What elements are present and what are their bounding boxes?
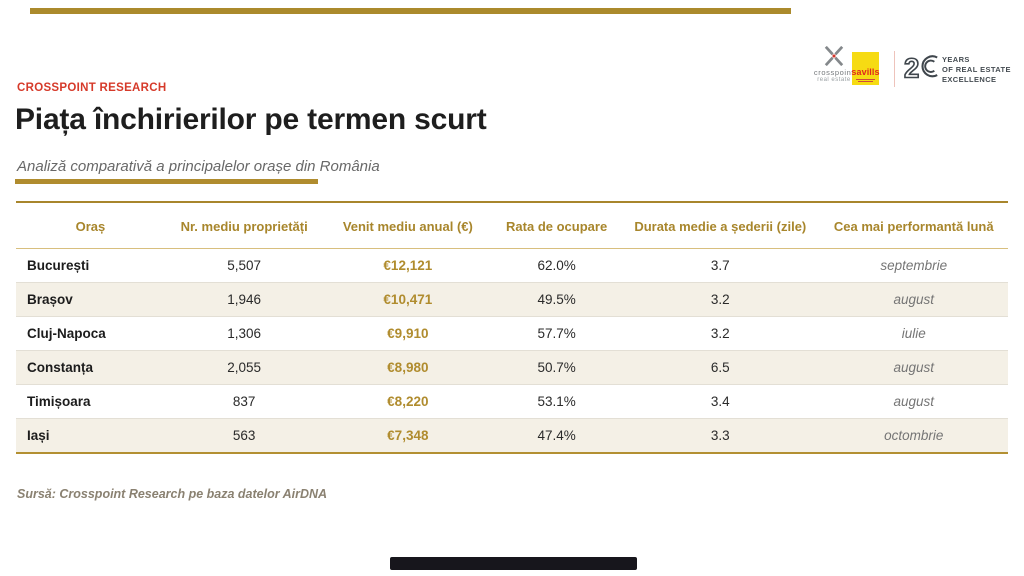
cell-properties: 563 xyxy=(232,428,256,443)
cell-properties: 837 xyxy=(232,394,256,409)
cell-occupancy: 57.7% xyxy=(537,326,576,341)
column-header-city: Oraș xyxy=(16,202,165,249)
page-subtitle: Analiză comparativă a principalelor oraș… xyxy=(17,158,380,175)
cell-occupancy: 62.0% xyxy=(537,258,576,273)
cell-revenue: €8,220 xyxy=(387,394,429,409)
cell-best-month: octombrie xyxy=(884,428,944,443)
twenty-years-caption: YEARS OF REAL ESTATE EXCELLENCE xyxy=(942,55,1011,84)
crosspoint-x-icon xyxy=(824,46,844,66)
top-accent-bar xyxy=(30,8,791,14)
table-row: Cluj-Napoca 1,306 €9,910 57.7% 3.2 iulie xyxy=(16,316,1008,351)
research-eyebrow: CROSSPOINT RESEARCH xyxy=(17,82,167,94)
twenty-years-caption-line: EXCELLENCE xyxy=(942,74,997,84)
cell-best-month: august xyxy=(893,360,935,375)
crosspoint-logo-name: crosspoint xyxy=(813,68,855,77)
table-row: Timișoara 837 €8,220 53.1% 3.4 august xyxy=(16,384,1008,419)
twenty-years-caption-line: YEARS xyxy=(942,55,970,64)
cell-city: Constanța xyxy=(27,360,94,375)
city-comparison-table: Oraș Nr. mediu proprietăți Venit mediu a… xyxy=(16,201,1008,454)
table-row: Constanța 2,055 €8,980 50.7% 6.5 august xyxy=(16,350,1008,385)
cell-best-month: august xyxy=(893,292,935,307)
cell-stay: 3.2 xyxy=(710,292,730,307)
cell-stay: 3.4 xyxy=(710,394,730,409)
twenty-years-icon: 2 xyxy=(903,52,938,83)
cell-revenue: €8,980 xyxy=(387,360,429,375)
table-row: Iași 563 €7,348 47.4% 3.3 octombrie xyxy=(16,418,1008,453)
twenty-years-caption-line: OF REAL ESTATE xyxy=(942,64,1011,74)
cell-best-month: august xyxy=(893,394,935,409)
savills-microtext-line xyxy=(858,81,873,82)
cell-stay: 6.5 xyxy=(710,360,730,375)
source-note: Sursă: Crosspoint Research pe baza datel… xyxy=(17,487,328,501)
table-row: Brașov 1,946 €10,471 49.5% 3.2 august xyxy=(16,282,1008,317)
svg-text:2: 2 xyxy=(904,52,919,83)
page-title: Piața închirierilor pe termen scurt xyxy=(15,103,487,136)
cell-city: București xyxy=(27,258,90,273)
cell-city: Cluj-Napoca xyxy=(27,326,106,341)
cell-properties: 1,306 xyxy=(227,326,262,341)
cell-occupancy: 53.1% xyxy=(537,394,576,409)
logo-divider xyxy=(894,51,895,87)
cell-best-month: iulie xyxy=(901,326,926,341)
footer-bar xyxy=(390,557,637,570)
cell-stay: 3.3 xyxy=(710,428,730,443)
cell-occupancy: 50.7% xyxy=(537,360,576,375)
cell-properties: 5,507 xyxy=(227,258,262,273)
subtitle-underline xyxy=(15,179,318,184)
column-header-best-month: Cea mai performantă lună xyxy=(819,202,1008,249)
crosspoint-logo-tagline: real estate xyxy=(817,77,851,83)
cell-city: Timișoara xyxy=(27,394,91,409)
cell-revenue: €9,910 xyxy=(387,326,429,341)
cell-city: Iași xyxy=(27,428,50,443)
cell-properties: 2,055 xyxy=(227,360,262,375)
table-row: București 5,507 €12,121 62.0% 3.7 septem… xyxy=(16,249,1008,283)
cell-best-month: septembrie xyxy=(880,258,948,273)
table-header-row: Oraș Nr. mediu proprietăți Venit mediu a… xyxy=(16,202,1008,249)
cell-stay: 3.7 xyxy=(710,258,730,273)
cell-revenue: €7,348 xyxy=(387,428,429,443)
cell-city: Brașov xyxy=(27,292,73,307)
crosspoint-logo: crosspoint real estate xyxy=(812,46,856,84)
column-header-properties: Nr. mediu proprietăți xyxy=(164,202,324,249)
savills-microtext-line xyxy=(856,79,875,80)
savills-logo-wordmark: savills xyxy=(851,67,880,77)
column-header-revenue: Venit mediu anual (€) xyxy=(323,202,493,249)
cell-revenue: €12,121 xyxy=(383,258,433,273)
cell-revenue: €10,471 xyxy=(383,292,433,307)
cell-occupancy: 47.4% xyxy=(537,428,576,443)
cell-stay: 3.2 xyxy=(710,326,730,341)
savills-logo: savills xyxy=(851,52,880,85)
cell-occupancy: 49.5% xyxy=(537,292,576,307)
column-header-occupancy: Rata de ocupare xyxy=(492,202,622,249)
cell-properties: 1,946 xyxy=(227,292,262,307)
column-header-stay: Durata medie a șederii (zile) xyxy=(621,202,820,249)
